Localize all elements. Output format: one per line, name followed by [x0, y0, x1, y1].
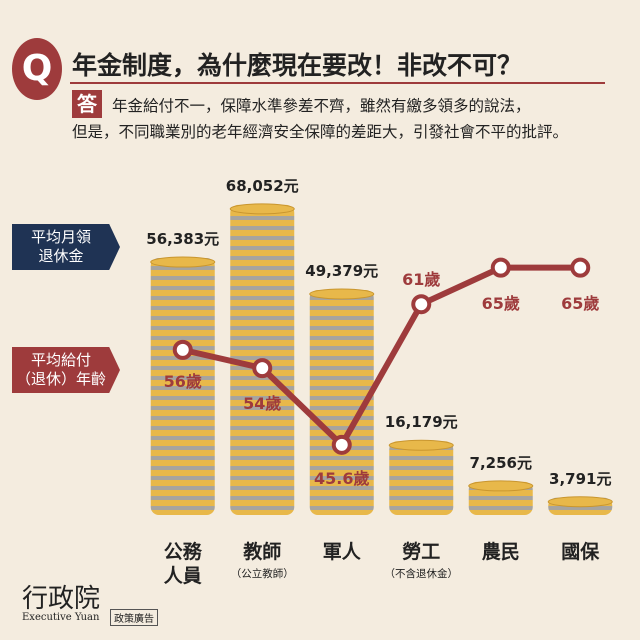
a-badge: 答: [72, 90, 102, 118]
age-marker: [490, 257, 511, 278]
coin-stack: [309, 288, 375, 515]
age-marker: [252, 358, 273, 379]
category-note: （公立教師）: [230, 568, 294, 580]
title: 年金制度，為什麼現在要改！非改不可？: [72, 51, 523, 80]
coin-stack: [547, 496, 613, 515]
age-label: 54歲: [243, 394, 282, 414]
legend-bar: 平均月領 退休金: [12, 224, 120, 270]
logo-en: Executive Yuan: [22, 612, 100, 623]
age-marker: [331, 434, 352, 455]
age-label: 61歲: [402, 270, 441, 290]
coin-stack-body: [150, 258, 215, 515]
answer-line: 但是，不同職業別的老年經濟安全保障的差距大，引發社會不平的批評。: [72, 123, 569, 141]
coin-top: [388, 439, 454, 451]
value-label: 7,256元: [469, 453, 532, 472]
age-marker: [172, 339, 193, 360]
category-label: 勞工: [402, 541, 441, 563]
category-note: （不含退休金）: [384, 568, 459, 580]
age-line: [182, 264, 581, 448]
age-marker: [411, 294, 432, 315]
coin-stack: [388, 439, 454, 515]
value-label: 56,383元: [146, 230, 220, 249]
coin-top: [547, 496, 613, 508]
answer-line: 年金給付不一，保障水準參差不齊，雖然有繳多領多的說法，: [112, 97, 531, 115]
coin-top: [468, 480, 534, 492]
value-label: 3,791元: [549, 469, 612, 488]
age-label: 65歲: [561, 293, 600, 313]
category-label: 國保: [561, 541, 600, 563]
coin-stack: [468, 480, 534, 515]
q-badge: Q: [12, 38, 62, 100]
value-label: 16,179元: [384, 413, 458, 432]
ad-tag: 政策廣告: [110, 609, 158, 626]
logo: 行政院: [22, 584, 101, 614]
coin-top: [229, 203, 295, 215]
age-label: 56歲: [163, 371, 202, 391]
category-label: 教師: [243, 541, 282, 563]
value-label: 68,052元: [225, 176, 299, 195]
coin-stack-body: [309, 289, 374, 515]
age-label: 45.6歲: [314, 468, 370, 488]
value-label: 49,379元: [305, 261, 379, 280]
age-marker: [570, 257, 591, 278]
coin-stack-body: [389, 441, 454, 515]
legend-line: 平均給付 （退休）年齡: [12, 347, 120, 393]
title-rule: [70, 82, 605, 84]
age-label: 65歲: [481, 293, 520, 313]
coin-stack: [150, 256, 216, 515]
category-label: 公務 人員: [163, 541, 202, 587]
coin-top: [309, 288, 375, 300]
coin-top: [150, 256, 216, 268]
category-label: 農民: [481, 541, 520, 563]
category-label: 軍人: [322, 541, 361, 563]
